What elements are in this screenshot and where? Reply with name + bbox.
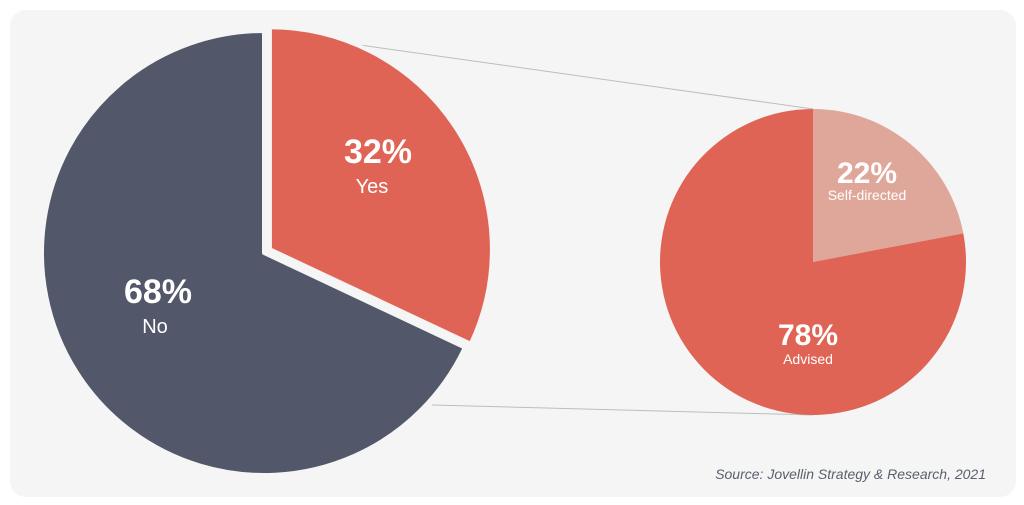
slice-value-label-yes: 32%	[344, 133, 412, 171]
connector-line-top	[274, 32, 814, 110]
slice-category-label-no: No	[142, 316, 168, 338]
slice-category-label-self-directed: Self-directed	[828, 187, 907, 203]
pie-slice-self-directed	[813, 109, 964, 262]
breakdown-pie-labels: 22% Self-directed 78% Advised	[778, 157, 906, 367]
pie-slice-advised	[660, 109, 967, 415]
pie-slice-no	[40, 29, 467, 477]
breakdown-pie	[660, 109, 967, 415]
slice-category-label-yes: Yes	[356, 176, 389, 198]
main-pie-labels: 32% Yes 68% No	[124, 133, 412, 338]
connector-lines	[274, 32, 814, 416]
slice-category-label-advised: Advised	[783, 351, 833, 367]
slice-value-label-no: 68%	[124, 273, 192, 311]
connector-line-bottom	[431, 404, 814, 416]
slice-value-label-self-directed: 22%	[837, 157, 897, 190]
slice-value-label-advised: 78%	[778, 319, 838, 352]
pie-slice-yes	[267, 25, 494, 346]
source-note: Source: Jovellin Strategy & Research, 20…	[715, 466, 986, 482]
main-pie	[40, 25, 494, 477]
